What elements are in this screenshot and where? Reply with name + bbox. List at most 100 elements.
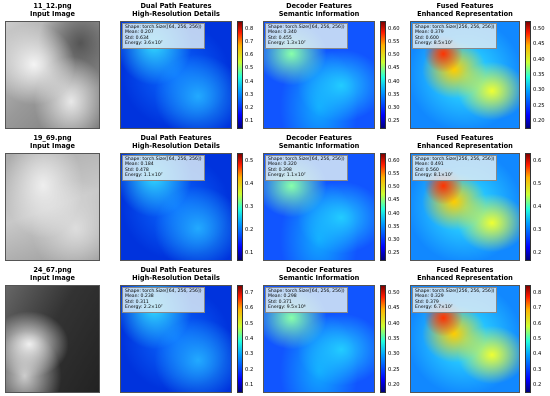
stats-box: Shape: torch.Size([256, 256, 256]) Mean: …	[412, 23, 498, 49]
colorbar-tick: 0.2	[245, 227, 254, 233]
colorbar-tick: 0.25	[388, 366, 400, 373]
colorbar-tick: 0.45	[388, 305, 400, 312]
panel-subtitle: Semantic Information	[278, 142, 360, 150]
stats-box: Shape: torch.Size([64, 256, 256]) Mean: 0…	[122, 287, 205, 313]
colorbar-tick: 0.4	[245, 78, 254, 85]
colorbar-tick: 0.40	[388, 78, 400, 85]
stats-line: Shape: torch.Size([64, 256, 256])	[268, 25, 345, 30]
stats-line: Mean: 0.340	[268, 30, 297, 36]
panel-title: Dual Path Features	[140, 266, 212, 274]
colorbar-tick: 0.35	[388, 336, 400, 342]
stats-line: Std: 0.398	[268, 167, 292, 173]
stats-line: Energy: 2.2×10⁷	[125, 305, 163, 311]
panel-subtitle: High-Resolution Details	[132, 10, 220, 18]
colorbar-tick: 0.1	[245, 250, 254, 256]
colorbar-tick: 0.2	[533, 250, 542, 256]
colorbar-tick: 0.50	[388, 184, 400, 191]
colorbar	[380, 285, 386, 393]
colorbar	[525, 153, 531, 261]
colorbar-tick: 0.3	[245, 91, 254, 98]
colorbar-tick: 0.5	[245, 65, 254, 72]
colorbar-tick: 0.30	[388, 351, 400, 358]
stats-box: Shape: torch.Size([256, 256, 256]) Mean: …	[412, 155, 498, 181]
input-label: Input Image	[30, 274, 75, 282]
stats-line: Energy: 1.3×10⁷	[268, 41, 306, 47]
panel-title: Decoder Features	[286, 2, 352, 10]
colorbar-tick: 0.50	[388, 290, 400, 296]
colorbar-tick: 0.25	[388, 250, 400, 256]
colorbar	[237, 153, 243, 261]
colorbar-tick: 0.25	[533, 102, 545, 109]
colorbar-tick: 0.4	[533, 204, 542, 210]
stats-line: Std: 0.455	[268, 35, 292, 41]
stats-line: Energy: 1.1×10⁷	[268, 173, 306, 179]
panel-title: Fused Features	[436, 266, 494, 274]
image-name: 19_69.png	[33, 134, 72, 142]
panel-title: Decoder Features	[286, 134, 352, 142]
colorbar-tick: 0.6	[533, 158, 542, 164]
colorbar-tick: 0.4	[245, 336, 254, 342]
stats-line: Std: 0.371	[268, 299, 292, 305]
colorbar-tick: 0.20	[388, 382, 400, 388]
colorbar-tick: 0.55	[388, 39, 400, 46]
stats-line: Energy: 1.1×10⁷	[125, 173, 163, 179]
colorbar	[237, 285, 243, 393]
colorbar-tick: 0.50	[533, 26, 545, 32]
colorbar-tick: 0.4	[533, 351, 542, 358]
colorbar-tick: 0.2	[245, 104, 254, 111]
panel-subtitle: High-Resolution Details	[132, 274, 220, 282]
image-name: 24_67.png	[33, 266, 72, 274]
colorbar-tick: 0.60	[388, 158, 400, 164]
colorbar-tick: 0.7	[245, 290, 254, 296]
colorbar-tick: 0.7	[533, 305, 542, 312]
colorbar-tick: 0.30	[533, 87, 545, 94]
stats-line: Mean: 0.298	[268, 294, 297, 300]
input-label: Input Image	[30, 142, 75, 150]
stats-line: Std: 0.560	[415, 167, 439, 173]
panel-subtitle: Semantic Information	[278, 274, 360, 282]
colorbar	[525, 285, 531, 393]
colorbar-tick: 0.20	[533, 118, 545, 124]
input-image	[5, 153, 100, 261]
stats-line: Mean: 0.329	[415, 294, 444, 300]
stats-line: Std: 0.634	[125, 35, 149, 41]
colorbar-tick: 0.4	[245, 181, 254, 187]
colorbar	[380, 21, 386, 129]
panel-title: Decoder Features	[286, 266, 352, 274]
stats-line: Mean: 0.491	[415, 162, 444, 168]
image-name: 11_12.png	[33, 2, 72, 10]
colorbar	[380, 153, 386, 261]
colorbar-tick: 0.40	[388, 320, 400, 327]
colorbar-tick: 0.35	[388, 223, 400, 230]
colorbar-tick: 0.3	[533, 366, 542, 373]
stats-line: Shape: torch.Size([64, 256, 256])	[268, 157, 345, 162]
colorbar-tick: 0.45	[533, 41, 545, 48]
stats-line: Mean: 0.379	[415, 30, 444, 36]
colorbar	[237, 21, 243, 129]
stats-line: Energy: 9.5×10⁶	[268, 305, 306, 311]
input-image	[5, 21, 100, 129]
colorbar-tick: 0.1	[245, 118, 254, 124]
stats-line: Shape: torch.Size([256, 256, 256])	[415, 157, 495, 162]
colorbar-tick: 0.8	[245, 26, 254, 32]
colorbar-tick: 0.50	[388, 52, 400, 59]
colorbar-tick: 0.40	[533, 56, 545, 63]
panel-title: Fused Features	[436, 2, 494, 10]
stats-line: Energy: 3.6×10⁷	[125, 41, 163, 47]
colorbar-tick: 0.3	[533, 227, 542, 233]
colorbar-tick: 0.1	[245, 382, 254, 388]
colorbar-tick: 0.7	[245, 39, 254, 46]
stats-box: Shape: torch.Size([64, 256, 256]) Mean: 0…	[122, 155, 205, 181]
stats-box: Shape: torch.Size([64, 256, 256]) Mean: 0…	[122, 23, 205, 49]
panel-subtitle: Semantic Information	[278, 10, 360, 18]
stats-line: Std: 0.478	[125, 167, 149, 173]
colorbar-tick: 0.5	[533, 181, 542, 187]
colorbar-tick: 0.35	[533, 72, 545, 78]
panel-subtitle: Enhanced Representation	[417, 274, 513, 282]
panel-title: Dual Path Features	[140, 134, 212, 142]
panel-subtitle: Enhanced Representation	[417, 10, 513, 18]
stats-line: Mean: 0.184	[125, 162, 154, 168]
colorbar-tick: 0.3	[245, 351, 254, 358]
input-label: Input Image	[30, 10, 75, 18]
colorbar	[525, 21, 531, 129]
